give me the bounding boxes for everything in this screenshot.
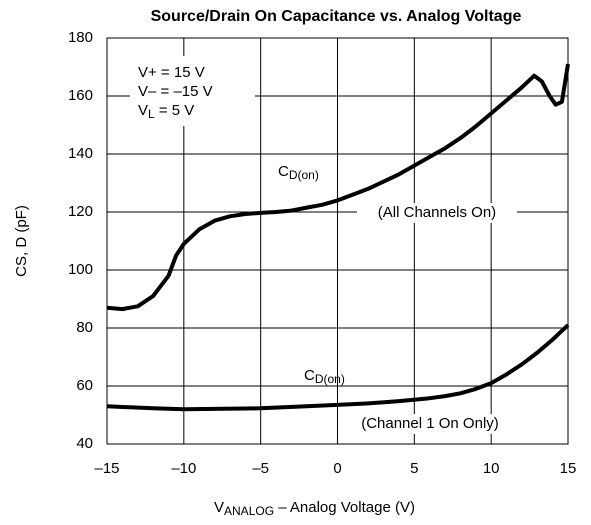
note-bg [344, 414, 516, 434]
condition-main: V– = –15 V [138, 83, 213, 100]
y-tick-label: 120 [68, 203, 93, 220]
y-tick-label: 100 [68, 261, 93, 278]
x-tick-label: –5 [252, 460, 269, 477]
series-line [106, 63, 570, 312]
series-note: (Channel 1 On Only) [361, 415, 499, 432]
series-label-main: C [304, 367, 315, 384]
x-axis-label-rest: – Analog Voltage (V) [274, 499, 415, 516]
x-tick-label: –10 [171, 460, 196, 477]
series-label: CD(on) [278, 163, 319, 182]
condition-sub: L [148, 107, 155, 121]
x-tick-label: 0 [333, 460, 341, 477]
x-tick-label: 5 [410, 460, 418, 477]
condition-main: V+ = 15 V [138, 64, 205, 81]
series-label: CD(on) [304, 367, 345, 386]
x-axis-label: VANALOG – Analog Voltage (V) [214, 499, 415, 518]
series-label-sub: D(on) [315, 372, 345, 386]
plot-frame [106, 37, 569, 445]
condition-main: V [138, 102, 148, 119]
y-tick-label: 160 [68, 87, 93, 104]
x-tick-label: –15 [94, 460, 119, 477]
condition: V+ = 15 V [138, 64, 205, 81]
x-axis-label-sub: ANALOG [224, 504, 274, 518]
condition: V– = –15 V [138, 83, 213, 100]
y-axis-label: CS, D (pF) [13, 205, 30, 277]
y-tick-label: 80 [76, 319, 93, 336]
x-axis-label-main: V [214, 499, 224, 516]
note-bg [357, 203, 517, 223]
x-tick-label: 10 [483, 460, 500, 477]
x-tick-label: 15 [560, 460, 577, 477]
y-tick-label: 40 [76, 435, 93, 452]
y-tick-label: 140 [68, 145, 93, 162]
series-line [106, 323, 570, 412]
series-note: (All Channels On) [378, 204, 496, 221]
conditions-box [130, 56, 255, 126]
condition-rest: = 5 V [155, 102, 195, 119]
y-tick-label: 60 [76, 377, 93, 394]
chart-title: Source/Drain On Capacitance vs. Analog V… [151, 8, 522, 25]
y-tick-label: 180 [68, 29, 93, 46]
series-label-sub: D(on) [289, 168, 319, 182]
condition: VL = 5 V [138, 102, 194, 121]
series-label-main: C [278, 163, 289, 180]
